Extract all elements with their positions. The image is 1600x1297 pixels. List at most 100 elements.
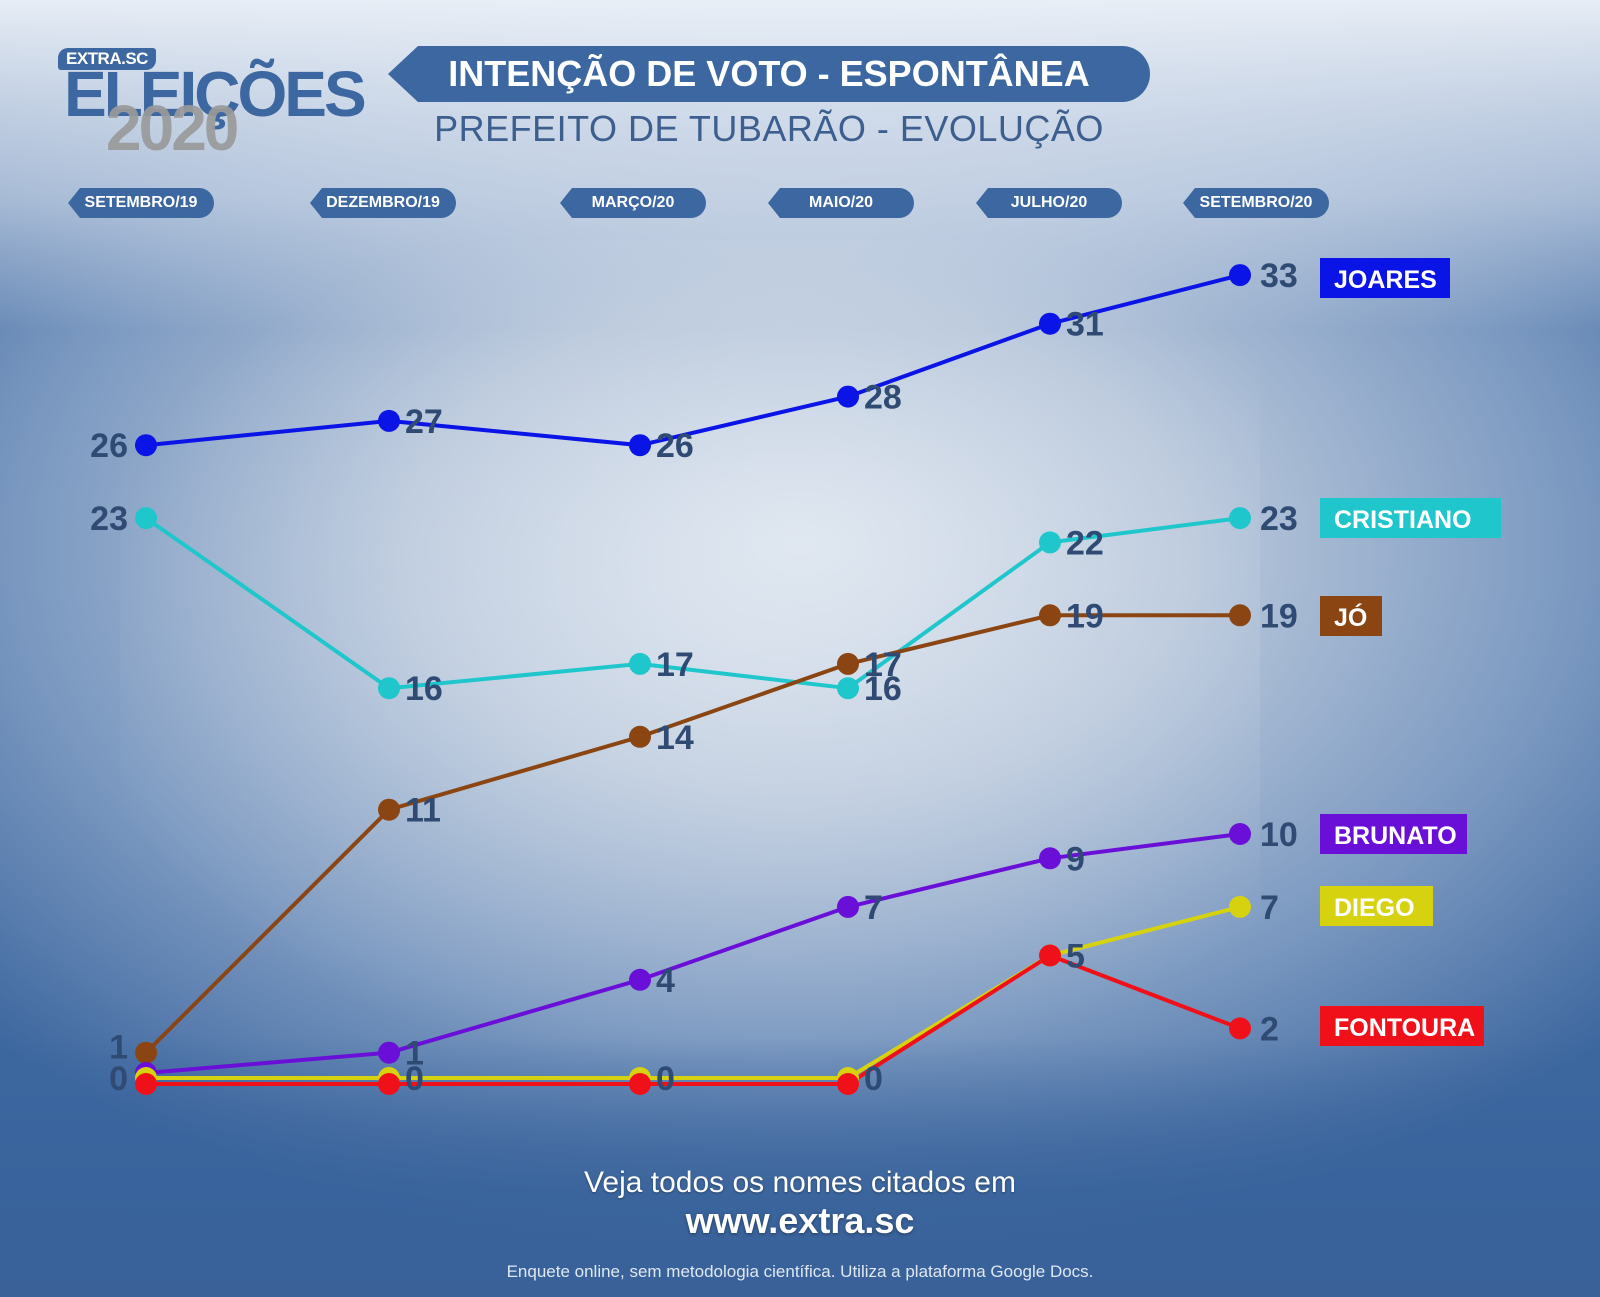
- value-label-cristiano-0: 23: [90, 500, 128, 538]
- data-point-cristiano-0: [135, 507, 157, 530]
- data-point-joares-4: [1039, 312, 1061, 335]
- data-point-joares-1: [378, 409, 400, 432]
- legend-box-diego: [1320, 886, 1433, 926]
- legend-tag-jo: JÓ: [1320, 596, 1382, 636]
- value-label-cristiano-2: 17: [656, 646, 694, 684]
- data-point-jo-4: [1039, 604, 1061, 627]
- value-label-joares-4: 31: [1066, 306, 1104, 344]
- value-label-joares-1: 27: [405, 403, 443, 441]
- data-point-fontoura-1: [378, 1073, 400, 1095]
- logo-word: ELEIÇÕES: [64, 58, 367, 130]
- eleicoes-2020-logo: EXTRA.SC ELEIÇÕES 2020: [58, 48, 367, 164]
- value-label-jo-2: 14: [656, 719, 694, 757]
- data-point-fontoura-2: [629, 1073, 651, 1095]
- value-label-cristiano-5: 23: [1260, 500, 1298, 538]
- value-label-jo-5: 19: [1260, 597, 1298, 635]
- legend-label-diego: DIEGO: [1334, 894, 1415, 922]
- data-point-jo-3: [837, 652, 859, 675]
- logo-brand: EXTRA.SC: [58, 48, 156, 70]
- chart-title: INTENÇÃO DE VOTO - ESPONTÂNEA: [388, 46, 1150, 102]
- value-label-brunato-3: 7: [864, 889, 883, 927]
- value-label-diego-0: 0: [109, 1060, 128, 1098]
- legend-tag-joares: JOARES: [1320, 258, 1450, 298]
- value-label-jo-3: 17: [864, 646, 902, 684]
- data-point-cristiano-2: [629, 652, 651, 675]
- period-tab-2: MARÇO/20: [560, 188, 706, 218]
- data-point-jo-2: [629, 725, 651, 748]
- series-line-joares: [145, 273, 1241, 448]
- value-label-joares-0: 26: [90, 427, 128, 465]
- value-label-diego-1: 0: [405, 1060, 424, 1098]
- footnote: Enquete online, sem metodologia científi…: [506, 1262, 1094, 1281]
- data-point-brunato-5: [1229, 823, 1251, 845]
- series-line-jo: [144, 613, 1240, 1055]
- legend-tag-fontoura: FONTOURA: [1320, 1006, 1484, 1046]
- value-label-fontoura-5: 2: [1260, 1010, 1279, 1048]
- legend-box-fontoura: [1320, 1006, 1484, 1046]
- value-label-jo-4: 19: [1066, 597, 1104, 635]
- legend-label-brunato: BRUNATO: [1334, 822, 1457, 850]
- series-line-brunato: [145, 832, 1241, 1075]
- logo-year: 2020: [106, 92, 239, 164]
- value-label-brunato-1: 1: [405, 1035, 424, 1073]
- value-label-cristiano-1: 16: [405, 670, 443, 708]
- value-label-joares-3: 28: [864, 379, 902, 417]
- value-label-brunato-2: 4: [656, 962, 675, 1000]
- data-point-joares-2: [629, 434, 651, 457]
- data-point-jo-1: [378, 798, 400, 821]
- data-point-joares-5: [1229, 264, 1251, 287]
- legend-box-cristiano: [1320, 498, 1501, 538]
- period-tab-4: JULHO/20: [976, 188, 1122, 218]
- value-label-jo-0: 1: [109, 1029, 128, 1067]
- value-label-diego-5: 7: [1260, 889, 1279, 927]
- data-point-jo-5: [1229, 604, 1251, 627]
- series-line-cristiano: [144, 516, 1241, 691]
- data-point-brunato-4: [1039, 847, 1061, 870]
- data-point-jo-0: [135, 1041, 157, 1064]
- footer-link[interactable]: www.extra.sc: [685, 1200, 915, 1241]
- legend-tag-cristiano: CRISTIANO: [1320, 498, 1501, 538]
- value-label-diego-4: 5: [1066, 938, 1085, 976]
- period-tab-0: SETEMBRO/19: [68, 188, 214, 218]
- data-point-fontoura-4: [1039, 944, 1061, 967]
- series-line-diego: [146, 904, 1241, 1080]
- data-point-fontoura-5: [1229, 1017, 1251, 1040]
- period-tab-5: SETEMBRO/20: [1183, 188, 1329, 218]
- value-label-brunato-5: 10: [1260, 816, 1298, 854]
- plot-glow: [120, 240, 1260, 1120]
- legend-tag-diego: DIEGO: [1320, 886, 1433, 926]
- legend-box-jo: [1320, 596, 1382, 636]
- value-label-cristiano-4: 22: [1066, 524, 1104, 562]
- footer-text: Veja todos os nomes citados em: [584, 1166, 1016, 1199]
- value-label-jo-1: 11: [405, 792, 441, 830]
- period-tab-1: DEZEMBRO/19: [310, 188, 456, 218]
- data-point-cristiano-4: [1039, 531, 1061, 554]
- bottom-background: [0, 1037, 1600, 1297]
- value-label-brunato-4: 9: [1066, 840, 1085, 878]
- data-point-fontoura-3: [837, 1073, 859, 1095]
- data-point-joares-0: [135, 434, 157, 457]
- chart-subtitle: PREFEITO DE TUBARÃO - EVOLUÇÃO: [434, 108, 1104, 149]
- data-point-joares-3: [837, 385, 859, 408]
- legend-label-joares: JOARES: [1334, 266, 1437, 294]
- data-point-cristiano-5: [1229, 507, 1251, 530]
- value-label-diego-2: 0: [656, 1060, 675, 1098]
- value-label-diego-3: 0: [864, 1060, 883, 1098]
- legend-box-joares: [1320, 258, 1450, 298]
- value-label-cristiano-3: 16: [864, 670, 902, 708]
- legend-tag-brunato: BRUNATO: [1320, 814, 1467, 854]
- data-point-cristiano-3: [837, 677, 859, 700]
- data-point-brunato-1: [378, 1041, 400, 1064]
- legend-label-cristiano: CRISTIANO: [1334, 506, 1472, 534]
- data-point-brunato-2: [629, 968, 651, 991]
- legend-label-jo: JÓ: [1334, 602, 1367, 632]
- legend-box-brunato: [1320, 814, 1467, 854]
- data-point-cristiano-1: [378, 677, 400, 700]
- data-point-diego-5: [1229, 895, 1251, 918]
- value-label-joares-2: 26: [656, 427, 694, 465]
- data-point-fontoura-0: [135, 1073, 157, 1095]
- legend-label-fontoura: FONTOURA: [1334, 1014, 1475, 1042]
- series-line-fontoura: [146, 953, 1241, 1086]
- value-label-joares-5: 33: [1260, 257, 1298, 295]
